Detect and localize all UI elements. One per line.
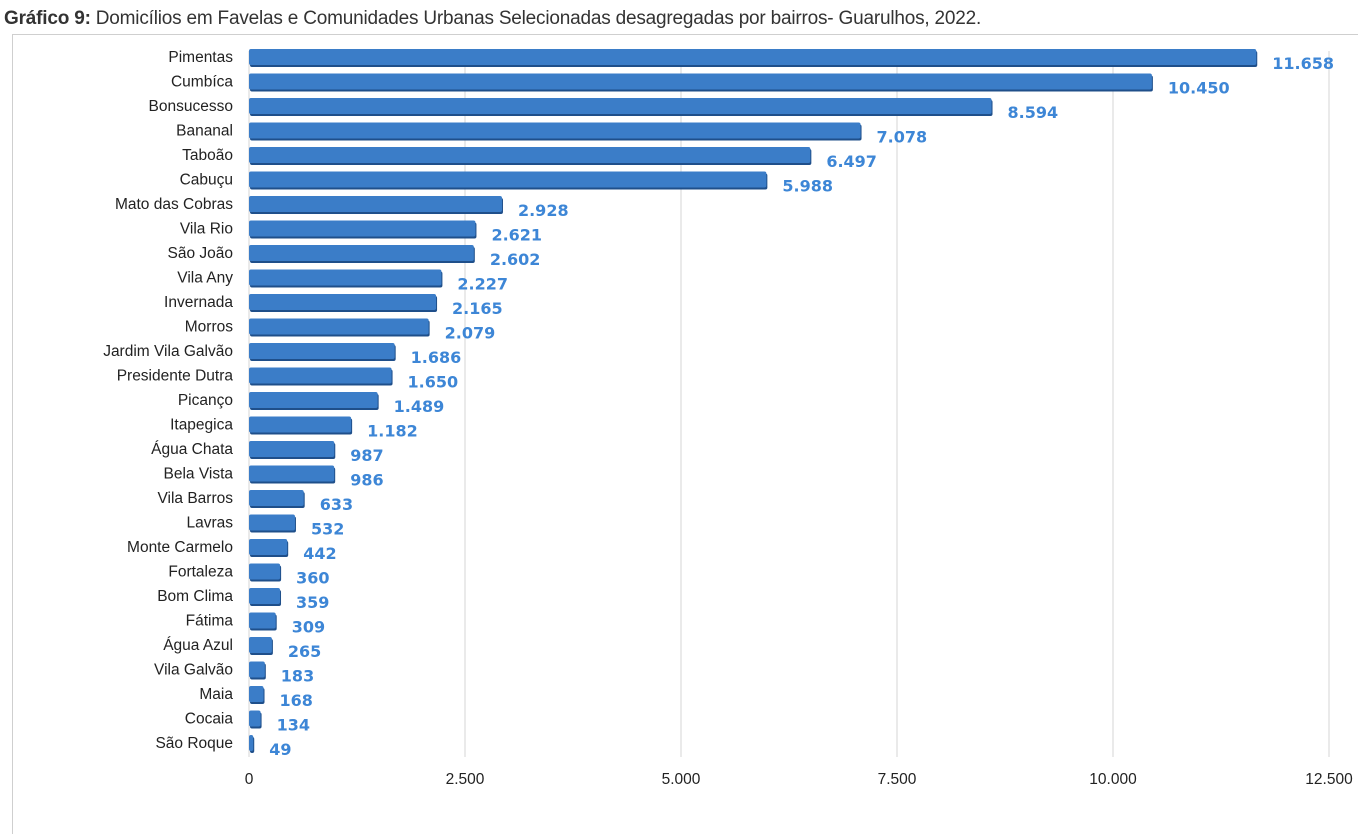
bar bbox=[249, 465, 335, 482]
category-label: Itapegica bbox=[170, 417, 233, 434]
caption-label: Gráfico 9: bbox=[4, 8, 91, 29]
category-label: Maia bbox=[199, 686, 233, 703]
category-label: Bonsucesso bbox=[149, 98, 233, 115]
bar bbox=[249, 661, 265, 678]
bar bbox=[249, 637, 272, 653]
value-label: 532 bbox=[311, 520, 344, 539]
bar bbox=[249, 563, 281, 580]
value-label: 2.928 bbox=[518, 201, 569, 220]
value-label: 183 bbox=[281, 667, 314, 686]
value-label: 7.078 bbox=[877, 128, 928, 147]
bar bbox=[249, 122, 861, 139]
value-label: 134 bbox=[277, 716, 310, 735]
category-label: Vila Any bbox=[177, 270, 233, 287]
bar bbox=[249, 220, 476, 237]
bar bbox=[249, 539, 288, 555]
category-label: São João bbox=[168, 245, 234, 262]
value-label: 359 bbox=[296, 593, 329, 612]
chart-frame: Pimentas 11.658 Cumbíca 10.450 Bonsucesso 8.5… bbox=[12, 34, 1358, 834]
bar bbox=[249, 686, 264, 702]
value-label: 1.650 bbox=[408, 373, 459, 392]
bar-chart: Pimentas 11.658 Cumbíca 10.450 Bonsucesso 8.5… bbox=[103, 49, 1353, 788]
bar bbox=[249, 612, 276, 629]
bar bbox=[249, 73, 1152, 90]
value-label: 10.450 bbox=[1168, 79, 1230, 98]
value-label: 1.182 bbox=[367, 422, 418, 441]
value-label: 168 bbox=[280, 691, 313, 710]
category-label: Bom Clima bbox=[157, 588, 233, 605]
value-label: 360 bbox=[296, 569, 329, 588]
category-label: Vila Rio bbox=[180, 221, 233, 238]
category-label: Picanço bbox=[178, 392, 233, 409]
value-label: 309 bbox=[292, 618, 325, 637]
bar bbox=[249, 98, 992, 114]
bar bbox=[249, 196, 502, 212]
value-label: 1.489 bbox=[394, 397, 445, 416]
value-label: 265 bbox=[288, 642, 321, 661]
category-label: Cumbíca bbox=[171, 74, 233, 91]
category-label: Fátima bbox=[186, 613, 234, 630]
bar bbox=[249, 147, 811, 163]
x-tick-label: 5.000 bbox=[662, 771, 701, 788]
x-tick-label: 2.500 bbox=[446, 771, 485, 788]
value-label: 1.686 bbox=[411, 348, 462, 367]
category-label: Mato das Cobras bbox=[115, 196, 233, 213]
category-label: Taboão bbox=[182, 147, 233, 164]
category-label: Lavras bbox=[186, 515, 233, 532]
bar bbox=[249, 588, 281, 604]
category-label: Água Chata bbox=[151, 441, 233, 458]
value-label: 11.658 bbox=[1272, 54, 1334, 73]
bar bbox=[249, 514, 295, 531]
value-label: 2.602 bbox=[490, 250, 541, 269]
category-label: Água Azul bbox=[163, 637, 233, 654]
value-label: 49 bbox=[269, 740, 291, 759]
bar bbox=[249, 294, 437, 310]
category-label: Bananal bbox=[176, 123, 233, 140]
value-label: 2.165 bbox=[452, 299, 503, 318]
bar bbox=[249, 392, 378, 408]
value-label: 986 bbox=[350, 471, 383, 490]
category-label: São Roque bbox=[155, 735, 233, 752]
bar bbox=[249, 490, 304, 506]
value-label: 2.079 bbox=[445, 324, 496, 343]
value-label: 5.988 bbox=[782, 177, 833, 196]
x-tick-label: 12.500 bbox=[1305, 771, 1353, 788]
category-label: Pimentas bbox=[168, 49, 233, 66]
value-label: 6.497 bbox=[826, 152, 877, 171]
category-label: Vila Barros bbox=[157, 490, 233, 507]
bar bbox=[249, 343, 395, 359]
category-label: Invernada bbox=[164, 294, 233, 311]
category-label: Monte Carmelo bbox=[127, 539, 233, 556]
bar bbox=[249, 735, 254, 751]
bar bbox=[249, 245, 474, 261]
value-label: 633 bbox=[320, 495, 353, 514]
bar bbox=[249, 416, 352, 433]
bar bbox=[249, 318, 429, 335]
category-label: Presidente Dutra bbox=[117, 368, 234, 385]
bar bbox=[249, 49, 1257, 65]
category-label: Jardim Vila Galvão bbox=[103, 343, 233, 360]
value-label: 8.594 bbox=[1008, 103, 1059, 122]
category-label: Bela Vista bbox=[163, 466, 233, 483]
bar bbox=[249, 269, 442, 286]
value-label: 442 bbox=[303, 544, 336, 563]
value-label: 987 bbox=[350, 446, 383, 465]
bar bbox=[249, 367, 392, 384]
category-label: Fortaleza bbox=[168, 564, 233, 581]
x-tick-label: 0 bbox=[245, 771, 254, 788]
category-label: Cocaia bbox=[185, 711, 234, 728]
x-tick-label: 7.500 bbox=[878, 771, 917, 788]
bar bbox=[249, 441, 335, 457]
value-label: 2.227 bbox=[457, 275, 508, 294]
value-label: 2.621 bbox=[491, 226, 542, 245]
chart-caption: Gráfico 9: Domicílios em Favelas e Comun… bbox=[4, 8, 981, 30]
x-tick-label: 10.000 bbox=[1089, 771, 1137, 788]
bar bbox=[249, 171, 767, 188]
caption-text: Domicílios em Favelas e Comunidades Urba… bbox=[90, 8, 982, 29]
bar bbox=[249, 710, 261, 727]
category-label: Vila Galvão bbox=[154, 662, 233, 679]
category-label: Morros bbox=[185, 319, 233, 336]
category-label: Cabuçu bbox=[180, 172, 233, 189]
